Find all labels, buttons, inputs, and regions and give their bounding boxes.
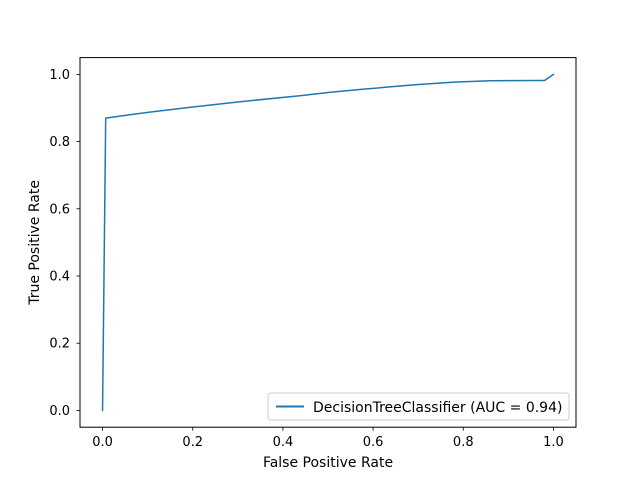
axes <box>79 57 577 428</box>
y-tick-label: 0.0 <box>49 404 70 419</box>
y-tick-label: 0.4 <box>49 270 70 285</box>
roc-curve-line <box>101 73 555 412</box>
x-tick-label: 0.0 <box>92 435 113 450</box>
y-tick-label: 1.0 <box>49 68 70 83</box>
legend: DecisionTreeClassifier (AUC = 0.94) <box>267 392 570 421</box>
y-tick-label: 0.8 <box>49 135 70 150</box>
y-tick-label: 0.6 <box>49 202 70 217</box>
axes-frame <box>79 57 577 428</box>
y-axis-ticks: 0.0 0.2 0.4 0.6 0.8 1.0 <box>49 68 80 419</box>
x-axis-ticks: 0.0 0.2 0.4 0.6 0.8 1.0 <box>92 427 564 450</box>
x-axis-label: False Positive Rate <box>263 455 393 471</box>
x-tick-label: 0.6 <box>363 435 384 450</box>
y-tick-label: 0.2 <box>49 337 70 352</box>
legend-label: DecisionTreeClassifier (AUC = 0.94) <box>313 400 562 416</box>
x-tick-label: 1.0 <box>543 435 564 450</box>
x-tick-label: 0.2 <box>182 435 203 450</box>
legend-box <box>267 392 570 421</box>
y-axis-label: True Positive Rate <box>27 180 43 306</box>
x-tick-label: 0.4 <box>273 435 294 450</box>
x-tick-label: 0.8 <box>453 435 474 450</box>
plot-area <box>101 73 555 412</box>
